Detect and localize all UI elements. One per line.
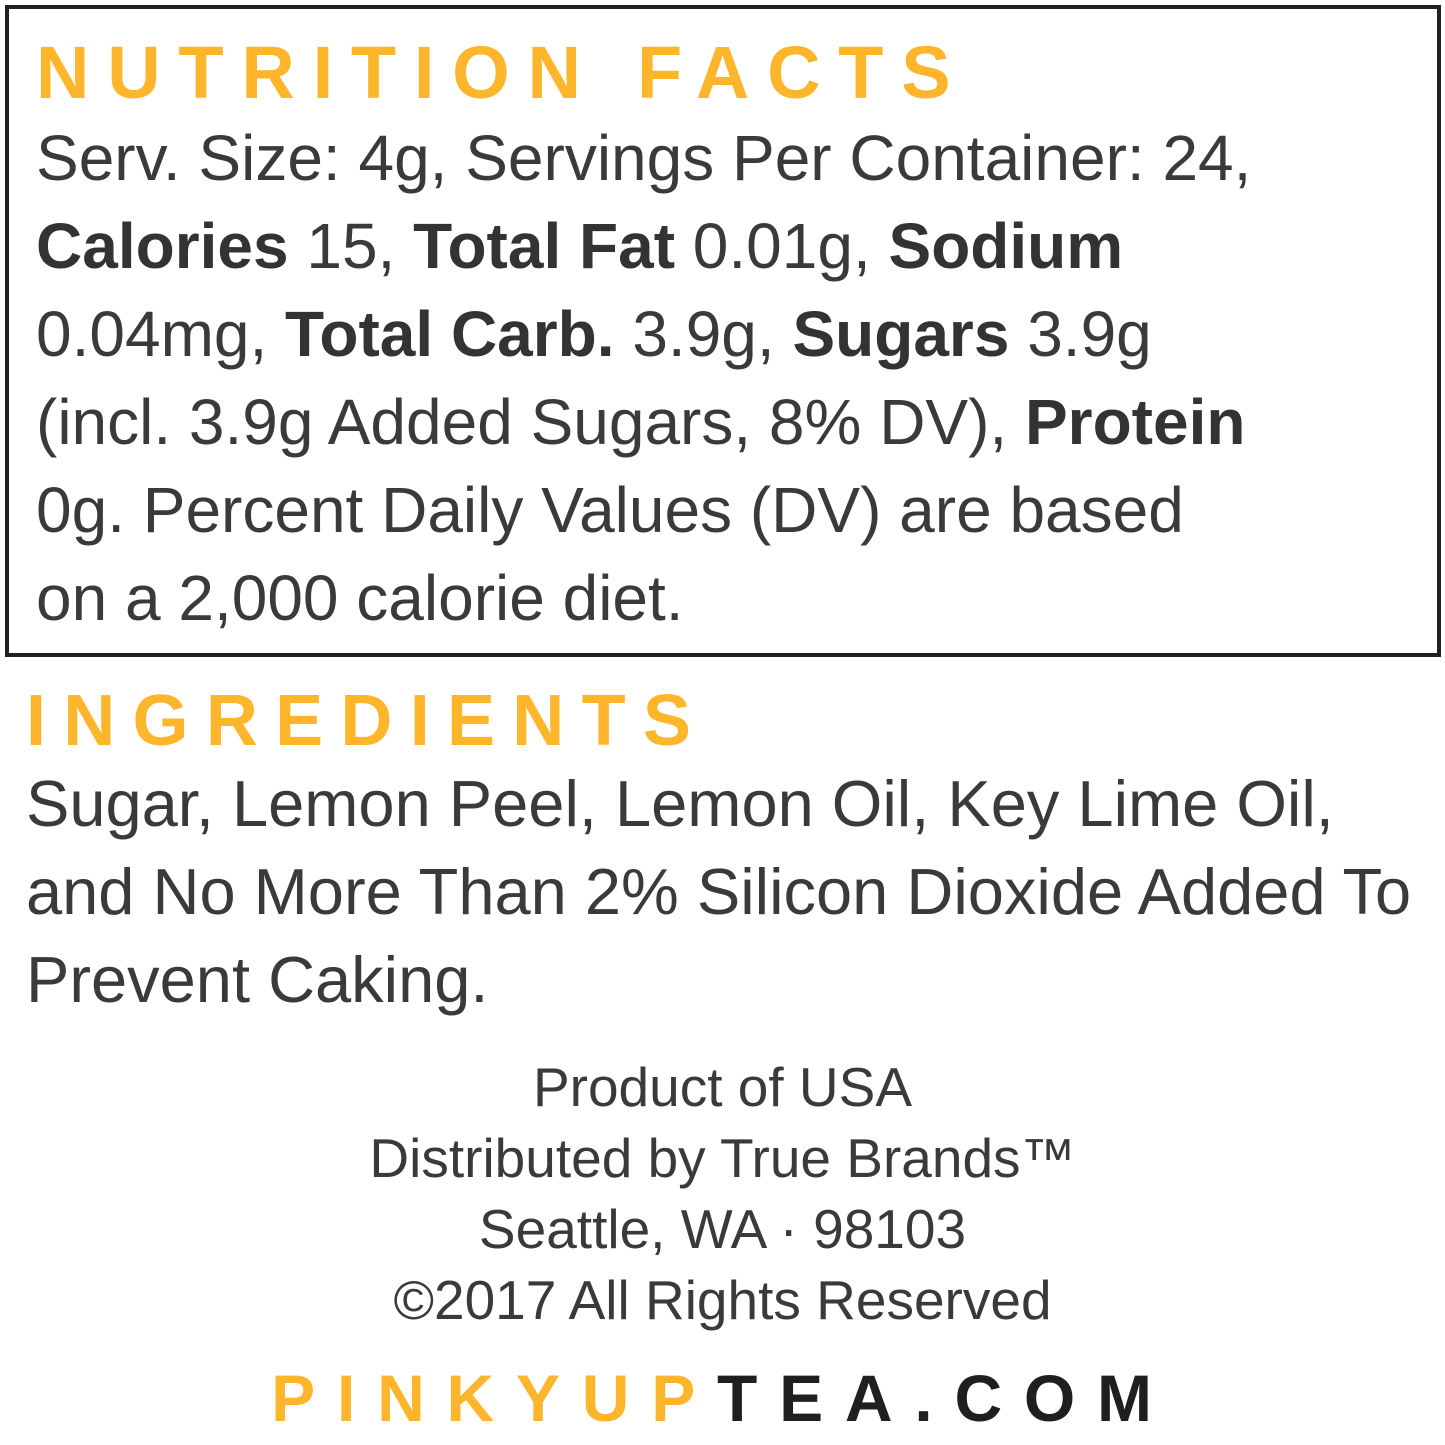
footer-copyright: ©2017 All Rights Reserved: [393, 1269, 1052, 1331]
nutrient-value: on a 2,000 calorie diet.: [36, 562, 684, 634]
nutrient-label: Sugars: [792, 298, 1010, 370]
nutrition-line: 0.04mg, Total Carb. 3.9g, Sugars 3.9g: [36, 290, 1152, 378]
nutrient-label: Total Carb.: [285, 298, 615, 370]
nutrition-facts-box: [5, 5, 1441, 657]
footer-origin: Product of USA: [532, 1056, 913, 1118]
website-brand: PINKYUP: [271, 1361, 718, 1435]
footer-distributor: Distributed by True Brands™: [369, 1127, 1076, 1189]
ingredients-title: INGREDIENTS: [26, 681, 709, 761]
nutrient-value: 0.04mg,: [36, 298, 286, 370]
nutrition-facts-title: NUTRITION FACTS: [36, 31, 969, 114]
ingredients-text: Sugar, Lemon Peel, Lemon Oil, Key Lime O…: [26, 767, 1412, 1016]
website-url: PINKYUPTEA.COM: [0, 1360, 1445, 1436]
nutrient-label: Protein: [1024, 386, 1246, 458]
nutrition-line: Serv. Size: 4g, Servings Per Container: …: [36, 114, 1251, 202]
nutrition-line: (incl. 3.9g Added Sugars, 8% DV), Protei…: [36, 378, 1245, 466]
footer-address: Seattle, WA · 98103: [478, 1198, 967, 1260]
footer: Product of USA Distributed by True Brand…: [0, 1052, 1445, 1336]
website-domain: TEA.COM: [717, 1361, 1174, 1435]
nutrient-label: Sodium: [888, 210, 1124, 282]
nutrient-value: 3.9g,: [614, 298, 793, 370]
nutrient-label: Calories: [36, 210, 289, 282]
nutrition-line: Calories 15, Total Fat 0.01g, Sodium: [36, 202, 1123, 290]
nutrient-value: 0.01g,: [675, 210, 889, 282]
nutrient-value: 15,: [288, 210, 414, 282]
nutrient-value: 3.9g: [1009, 298, 1152, 370]
nutrition-line: on a 2,000 calorie diet.: [36, 554, 684, 642]
nutrition-line: 0g. Percent Daily Values (DV) are based: [36, 466, 1184, 554]
nutrient-value: 0g. Percent Daily Values (DV) are based: [36, 474, 1184, 546]
nutrient-value: Serv. Size: 4g, Servings Per Container: …: [36, 122, 1252, 194]
nutrient-label: Total Fat: [413, 210, 675, 282]
nutrient-value: (incl. 3.9g Added Sugars, 8% DV),: [36, 386, 1025, 458]
